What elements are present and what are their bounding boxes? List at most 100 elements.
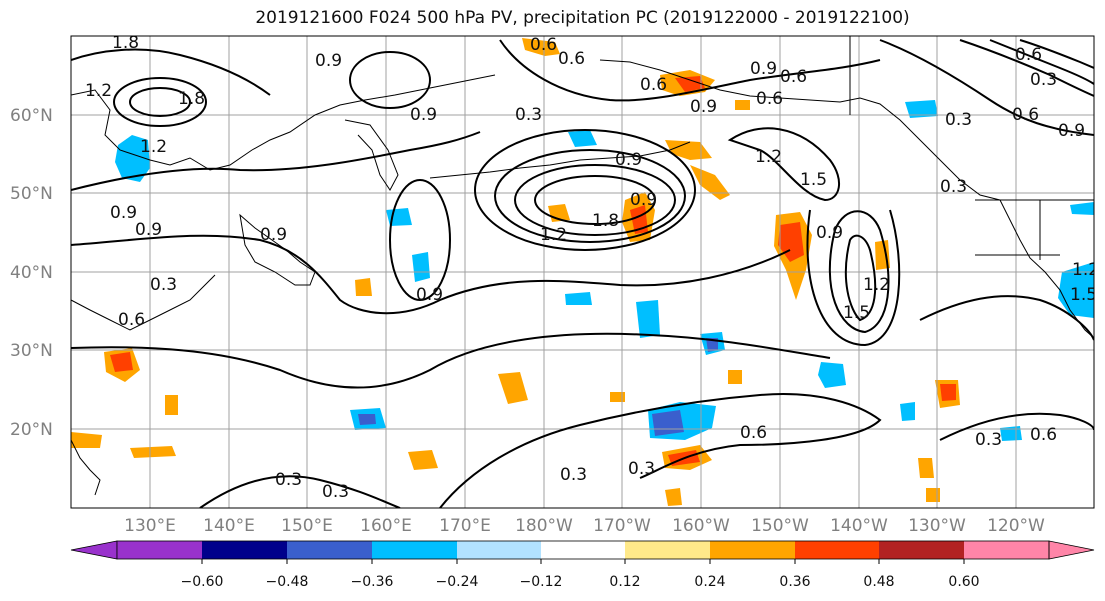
precip-positive-patch xyxy=(735,100,750,110)
state-borders xyxy=(849,36,1094,260)
pv-contour-0.9-loop xyxy=(349,51,431,109)
colorbar-segment xyxy=(202,541,287,559)
lon-label: 130°E xyxy=(124,516,176,536)
precip-positive-patch xyxy=(940,384,956,401)
contour-label: 1.8 xyxy=(112,33,139,53)
precip-negative-patch xyxy=(905,100,938,118)
lat-label: 40°N xyxy=(10,263,53,283)
colorbar-extend-low xyxy=(70,540,118,560)
colorbar-segment xyxy=(117,541,202,559)
coast-philippines xyxy=(71,439,101,496)
precip-positive-patch xyxy=(110,352,133,372)
map-frame xyxy=(70,35,1095,509)
colorbar: −0.60 −0.48 −0.36 −0.24 −0.12 0.12 0.24 … xyxy=(70,540,1095,590)
pv-contour-0.9-east xyxy=(806,209,901,347)
pv-contour-0.6-mid xyxy=(71,234,791,315)
lon-label: 140°W xyxy=(830,516,888,536)
pv-contour-1.2-west xyxy=(113,77,207,127)
contour-label: 0.9 xyxy=(816,223,843,243)
lon-label: 140°E xyxy=(203,516,255,536)
precip-positive-patch xyxy=(522,38,560,56)
precip-positive-patch xyxy=(630,205,648,234)
precip-negative-patch xyxy=(568,130,597,147)
colorbar-segment xyxy=(372,541,457,559)
contour-label: 1.5 xyxy=(843,303,870,323)
precip-positive-patch xyxy=(165,395,178,415)
colorbar-frame xyxy=(116,540,1050,560)
pv-contour-0.9-center xyxy=(474,129,696,251)
pv-contour-0.6-east xyxy=(919,295,1094,341)
precip-negative-patch xyxy=(412,252,430,282)
precip-negative-patch xyxy=(565,292,592,305)
contour-label: 0.3 xyxy=(1030,70,1057,90)
pv-contour-labels: 1.8 0.9 1.2 1.8 1.2 0.9 0.9 0.3 0.3 0.6 … xyxy=(85,33,1099,502)
colorbar-segment xyxy=(795,541,879,559)
contour-label: 0.9 xyxy=(260,225,287,245)
contour-label: 0.9 xyxy=(135,220,162,240)
pv-contour-1.5-ne xyxy=(727,127,840,202)
colorbar-tick-label: −0.12 xyxy=(520,574,563,590)
contour-label: 0.3 xyxy=(945,110,972,130)
lon-label: 170°E xyxy=(439,516,491,536)
precip-positive-patch xyxy=(918,458,934,478)
contour-label: 0.3 xyxy=(150,275,177,295)
precip-negative-patch xyxy=(652,410,684,436)
precip-positive-patch xyxy=(355,278,372,296)
pv-contour-0.6-north xyxy=(499,39,881,102)
contour-label: 1.5 xyxy=(800,170,827,190)
colorbar-segment xyxy=(710,541,795,559)
contour-label: 1.2 xyxy=(140,137,167,157)
lat-label: 30°N xyxy=(10,341,53,361)
coast-aleutians xyxy=(429,141,691,179)
lat-label: 60°N xyxy=(10,106,53,126)
precip-negative-patch xyxy=(818,362,846,388)
precip-positive-patch xyxy=(675,76,705,92)
contour-label: 0.9 xyxy=(410,105,437,125)
contour-label: 0.9 xyxy=(1058,121,1085,141)
lon-label: 170°W xyxy=(593,516,651,536)
pv-contour-0.3-sw xyxy=(199,475,401,508)
contour-label: 0.3 xyxy=(560,465,587,485)
precip-positive-patch xyxy=(665,488,682,506)
contour-label: 0.3 xyxy=(628,459,655,479)
precip-positive-patch xyxy=(926,488,940,502)
colorbar-segment xyxy=(964,541,1049,559)
colorbar-segment xyxy=(625,541,710,559)
pv-contour-1.2-center xyxy=(494,149,686,243)
lat-label: 20°N xyxy=(10,420,53,440)
colorbar-tick-label: −0.48 xyxy=(266,574,309,590)
colorbar-segment xyxy=(287,541,372,559)
precip-positive-patch xyxy=(498,372,528,404)
contour-label: 1.2 xyxy=(863,275,890,295)
pv-contour-1.5-center xyxy=(514,164,676,236)
contour-label: 1.2 xyxy=(1072,260,1099,280)
contour-label: 0.9 xyxy=(315,51,342,71)
pv-contour-1.2-nw xyxy=(71,48,271,96)
colorbar-tick-label: 0.48 xyxy=(863,574,894,590)
pv-contour-1.2-east xyxy=(828,210,890,334)
lat-label: 50°N xyxy=(10,184,53,204)
lon-label: 150°W xyxy=(751,516,809,536)
contour-label: 0.3 xyxy=(275,470,302,490)
colorbar-tick-label: −0.60 xyxy=(181,574,224,590)
precip-negative-patch xyxy=(636,300,660,338)
precip-negative-patch xyxy=(1070,202,1094,215)
contour-label: 1.2 xyxy=(85,81,112,101)
coastlines xyxy=(71,36,1094,496)
colorbar-tick-label: −0.36 xyxy=(351,574,394,590)
colorbar-extend-high xyxy=(1048,540,1095,560)
contour-label: 0.3 xyxy=(975,430,1002,450)
pv-contour-1.8-west xyxy=(129,87,191,117)
pv-contour-1.8-ne xyxy=(959,39,1094,97)
colorbar-tick-label: −0.24 xyxy=(436,574,479,590)
contour-label: 1.2 xyxy=(540,225,567,245)
contour-label: 0.9 xyxy=(750,59,777,79)
contour-label: 1.5 xyxy=(1070,285,1097,305)
contour-label: 0.6 xyxy=(1012,105,1039,125)
coast-alaska xyxy=(599,59,1001,201)
lon-label: 130°W xyxy=(908,516,966,536)
precip-negative-patch xyxy=(1000,426,1022,441)
precip-positive-patch xyxy=(71,432,102,448)
contour-label: 0.6 xyxy=(118,310,145,330)
